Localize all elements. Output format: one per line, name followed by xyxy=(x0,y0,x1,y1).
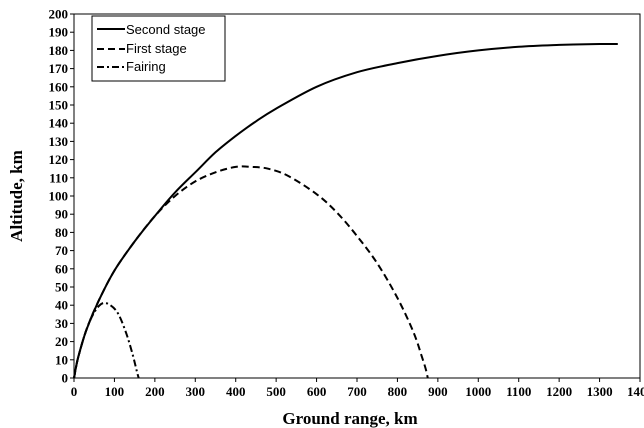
x-tick-label: 400 xyxy=(226,384,246,399)
y-tick-label: 190 xyxy=(49,25,69,40)
x-tick-label: 600 xyxy=(307,384,327,399)
series-line-first-stage xyxy=(73,165,429,379)
x-tick-label: 100 xyxy=(105,384,125,399)
x-tick-label: 1200 xyxy=(546,384,572,399)
y-tick-label: 70 xyxy=(55,243,68,258)
legend: Second stage First stage Fairing xyxy=(91,15,226,82)
legend-label-first-stage: First stage xyxy=(126,41,187,56)
y-axis-ticks: 0 10 20 30 40 50 60 70 80 90 100 110 120 130 140 150 160… xyxy=(49,7,74,386)
y-tick-label: 170 xyxy=(49,61,69,76)
series-line-fairing xyxy=(73,301,140,379)
y-tick-label: 180 xyxy=(49,43,69,58)
x-tick-label: 700 xyxy=(347,384,367,399)
y-tick-label: 40 xyxy=(55,298,68,313)
y-tick-label: 80 xyxy=(55,225,68,240)
y-tick-label: 100 xyxy=(49,189,69,204)
x-tick-label: 500 xyxy=(266,384,286,399)
y-tick-label: 110 xyxy=(49,170,68,185)
x-tick-label: 1400 xyxy=(627,384,644,399)
series-line-second-stage xyxy=(73,42,618,379)
legend-label-second-stage: Second stage xyxy=(126,22,206,37)
x-tick-label: 200 xyxy=(145,384,165,399)
legend-label-fairing: Fairing xyxy=(126,59,166,74)
y-axis-title: Altitude, km xyxy=(7,150,26,242)
x-tick-label: 0 xyxy=(71,384,78,399)
y-tick-label: 30 xyxy=(55,316,68,331)
x-axis-ticks: 0 100 200 300 400 500 600 700 800 900 1000 1100 1200… xyxy=(71,378,644,399)
x-tick-label: 800 xyxy=(388,384,408,399)
x-axis-title: Ground range, km xyxy=(282,409,417,428)
y-tick-label: 150 xyxy=(49,98,69,113)
x-tick-label: 1100 xyxy=(506,384,531,399)
y-tick-label: 160 xyxy=(49,79,69,94)
x-tick-label: 1300 xyxy=(587,384,613,399)
series-layer xyxy=(73,42,618,379)
y-tick-label: 20 xyxy=(55,334,68,349)
y-tick-label: 140 xyxy=(49,116,69,131)
x-tick-label: 900 xyxy=(428,384,448,399)
y-tick-label: 130 xyxy=(49,134,69,149)
x-tick-label: 1000 xyxy=(465,384,491,399)
y-tick-label: 200 xyxy=(49,7,69,22)
y-tick-label: 0 xyxy=(62,371,69,386)
y-tick-label: 50 xyxy=(55,280,68,295)
y-tick-label: 120 xyxy=(49,152,69,167)
y-tick-label: 60 xyxy=(55,261,68,276)
x-tick-label: 300 xyxy=(186,384,206,399)
y-tick-label: 90 xyxy=(55,207,68,222)
y-tick-label: 10 xyxy=(55,352,68,367)
